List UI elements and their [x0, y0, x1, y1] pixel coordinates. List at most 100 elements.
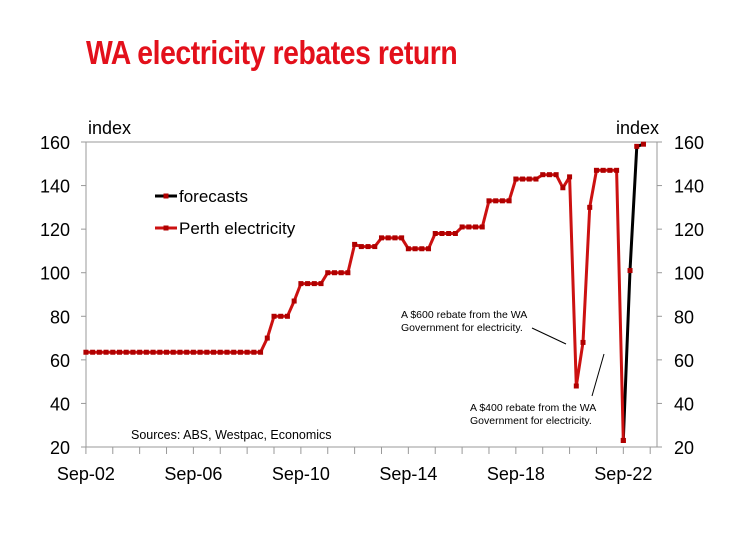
data-point — [372, 244, 378, 250]
series-line-forecasts — [621, 142, 644, 441]
data-point — [338, 270, 344, 276]
data-point — [486, 198, 492, 204]
y-tick-label-right: 60 — [674, 351, 694, 371]
chart-annotations: Sources: ABS, Westpac, Economics A $600 r… — [131, 309, 605, 442]
data-point — [567, 174, 573, 180]
series-line-perth-electricity — [85, 168, 625, 441]
data-point — [143, 349, 149, 355]
y-axis-label-left: index — [88, 118, 131, 138]
data-point — [493, 198, 499, 204]
data-point — [305, 281, 311, 287]
y-tick-label-right: 20 — [674, 438, 694, 458]
data-point — [311, 281, 317, 287]
data-point — [426, 246, 432, 252]
data-point — [513, 176, 519, 182]
data-point — [614, 167, 620, 173]
data-point — [560, 185, 566, 191]
data-point — [197, 349, 203, 355]
data-point — [600, 167, 606, 173]
data-point — [405, 246, 411, 252]
data-point — [452, 231, 458, 236]
data-point — [378, 235, 384, 241]
data-point — [83, 349, 89, 355]
data-point — [264, 335, 270, 341]
y-tick-label-right: 100 — [674, 264, 704, 284]
data-point — [217, 349, 223, 355]
y-tick-label-left: 140 — [40, 177, 70, 197]
data-point — [506, 198, 512, 204]
data-point — [331, 270, 337, 276]
data-point — [271, 313, 277, 319]
x-tick-label: Sep-18 — [487, 464, 545, 484]
data-point — [137, 349, 143, 355]
data-point — [479, 224, 485, 230]
data-point — [284, 313, 290, 319]
legend-marker — [163, 225, 169, 231]
annotation-400-line2: Government for electricity. — [470, 415, 592, 427]
data-point — [499, 198, 505, 204]
data-point — [164, 349, 170, 355]
data-point — [123, 349, 129, 355]
plot-frame — [85, 141, 658, 448]
data-point — [439, 231, 445, 236]
data-point — [553, 172, 559, 178]
data-point — [90, 349, 96, 355]
x-tick-label: Sep-02 — [57, 464, 115, 484]
chart-title: WA electricity rebates return — [86, 34, 458, 71]
data-point — [392, 235, 398, 241]
data-point — [627, 268, 633, 274]
x-tick-label: Sep-22 — [594, 464, 652, 484]
y-tick-label-right: 80 — [674, 307, 694, 327]
data-point — [520, 176, 526, 182]
data-point — [432, 231, 438, 236]
data-point — [580, 339, 586, 345]
data-point — [251, 349, 257, 355]
data-point — [298, 281, 304, 287]
chart-legend: forecasts Perth electricity — [155, 187, 296, 238]
y-tick-label-left: 20 — [50, 438, 70, 458]
y-tick-label-left: 40 — [50, 394, 70, 414]
data-point — [466, 224, 472, 230]
y-tick-label-left: 100 — [40, 264, 70, 284]
annotation-400-pointer — [591, 353, 605, 397]
x-tick-label: Sep-06 — [164, 464, 222, 484]
data-point — [459, 224, 465, 230]
y-tick-label-left: 120 — [40, 220, 70, 240]
data-point — [399, 235, 405, 241]
source-note: Sources: ABS, Westpac, Economics — [131, 428, 332, 442]
series-lines — [85, 142, 644, 441]
axis-ticks: 20 20 40 40 60 60 80 80 100 100 120 120 140 140 160 160… — [40, 118, 704, 484]
data-point — [224, 349, 230, 355]
y-tick-label-right: 160 — [674, 133, 704, 153]
legend-label: forecasts — [179, 187, 248, 206]
data-point — [587, 204, 593, 210]
annotation-600-line1: A $600 rebate from the WA — [401, 309, 527, 321]
y-axis-label-right: index — [616, 118, 659, 138]
series-markers — [83, 141, 646, 443]
data-point — [607, 167, 613, 173]
chart-axes — [85, 141, 658, 448]
annotation-600-line2: Government for electricity. — [401, 322, 523, 334]
data-point — [533, 176, 539, 182]
data-point — [593, 167, 599, 173]
y-tick-label-right: 120 — [674, 220, 704, 240]
data-point — [365, 244, 371, 250]
legend-marker — [163, 193, 169, 199]
data-point — [546, 172, 552, 178]
data-point — [231, 349, 237, 355]
data-point — [204, 349, 210, 355]
data-point — [412, 246, 418, 252]
data-point — [526, 176, 532, 182]
data-point — [358, 244, 364, 250]
data-point — [473, 224, 479, 230]
legend-label: Perth electricity — [179, 219, 296, 238]
data-point — [116, 349, 122, 355]
y-tick-label-right: 140 — [674, 177, 704, 197]
data-point — [170, 349, 176, 355]
data-point — [190, 349, 196, 355]
y-tick-label-left: 80 — [50, 307, 70, 327]
data-point — [130, 349, 136, 355]
annotation-400-line1: A $400 rebate from the WA — [470, 402, 596, 414]
x-tick-label: Sep-14 — [379, 464, 437, 484]
